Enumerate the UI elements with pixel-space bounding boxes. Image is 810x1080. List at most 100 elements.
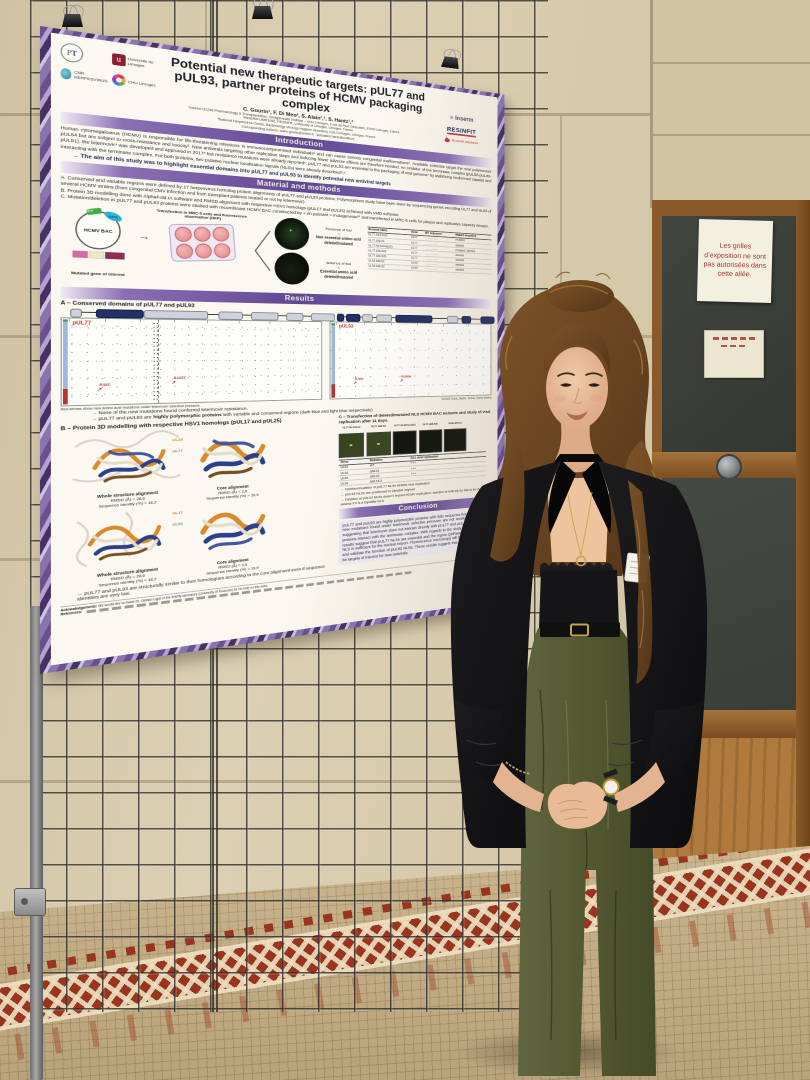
outcomes: Presence of foci= Non essential amino ac… (274, 216, 365, 290)
conservation-colorbar (331, 323, 336, 398)
domain-segment (70, 308, 82, 318)
absence-text: Absence of foci = Essential amino acid de… (320, 260, 358, 280)
blazer (450, 454, 708, 848)
necklace (567, 491, 593, 567)
hcmv-bac-plasmid: HCMV BAC GFP Kana (72, 202, 125, 268)
hair-bun (546, 280, 614, 312)
core-alignment-2: Core alignment RMSD (Å) = 2,6 Sequence i… (196, 498, 269, 576)
small-wall-sign (704, 330, 764, 378)
clip-body (62, 14, 83, 27)
binder-clip-icon (251, 0, 276, 19)
binder-clip-icon (441, 47, 463, 69)
resinfit-logo: RESINFIT (446, 125, 477, 138)
pul77-panel: pUL77 R43C A163T Red arrows show new ami… (60, 307, 336, 411)
sleeve-folds (465, 739, 643, 767)
wristwatch (602, 768, 620, 806)
branch-lines-icon (253, 215, 272, 286)
hair-front-strands (490, 446, 653, 684)
fluorescence-image-positive (274, 216, 310, 251)
presence-text: Presence of foci = Non essential amino ac… (316, 226, 361, 246)
lips (566, 411, 588, 421)
plate-well (174, 226, 193, 243)
mutated-gene-label: Mutated gene of interest (71, 269, 125, 277)
ul-bottom-label: UL77 (172, 447, 183, 453)
mutation-annotation: S79G (355, 377, 364, 386)
pul77-conservation-plot: pUL77 R43C A163T (60, 317, 323, 407)
wall-joint (560, 116, 562, 336)
right-cheek (590, 394, 602, 402)
mutation-annotation: A163T (174, 377, 186, 387)
pole-clamp (14, 888, 46, 916)
protein-ribbon-whole-1 (68, 429, 185, 491)
belt-buckle (570, 623, 589, 637)
tile-unit: UL77 ΔNLS2 (366, 424, 391, 457)
universite-limoges-label: Université de Limoges (127, 55, 154, 68)
fluorescence-image-negative (274, 251, 310, 285)
hairline-fringe (543, 324, 611, 374)
left-eye (560, 383, 572, 387)
whole-alignment-1: UL25 UL77 Whole structure alignment RMSD… (68, 429, 185, 511)
ul-top-label: UL17 (172, 509, 183, 516)
right-eye (588, 383, 600, 387)
core-alignment-1: Core alignment RMSD (Å) = 2,6 Sequence i… (196, 426, 269, 502)
pul93-label: pUL93 (339, 324, 354, 330)
domain-segment (346, 313, 361, 322)
nose (573, 387, 583, 404)
chu-limoges-label: CHU Limoges (127, 78, 156, 88)
plate-well (213, 243, 231, 259)
six-well-plate (168, 224, 237, 262)
face (546, 347, 608, 429)
fluorescence-tile-positive (338, 432, 364, 458)
pul77-label: pUL77 (72, 320, 92, 327)
stone-pillar (650, 0, 810, 208)
finger-lines (557, 799, 589, 821)
protein-ribbon-core-2 (196, 498, 269, 557)
plate-well (193, 226, 212, 242)
plasmid-diagram: HCMV BAC GFP Kana Mutated gene of intere… (61, 202, 135, 278)
whole-alignment-2: UL17 UL93 Whole structure alignment RMSD… (68, 504, 185, 590)
outcome-presence: Presence of foci= Non essential amino ac… (274, 216, 365, 254)
left-cheek (554, 395, 566, 403)
domain-segment (337, 313, 345, 322)
transfection-step: Transfection in MRC-5 cells and fluoresc… (154, 208, 250, 263)
clasped-hands (547, 781, 608, 829)
camisole (539, 570, 619, 628)
tile-unit: UL77 NLS1mut (338, 425, 364, 458)
arrow-icon: → (72, 153, 81, 160)
conservation-colorbar (62, 319, 68, 405)
left-eyebrow (557, 372, 575, 377)
sign-text-line (713, 337, 755, 340)
mutants-table: Recomb name Gene WT sequence Mutant sequ… (367, 226, 492, 275)
pendant (575, 555, 587, 567)
domain-segment (286, 312, 304, 322)
grid-stand-pole (30, 606, 43, 1080)
mutation-annotation: R43C (99, 383, 110, 393)
methods-figure: HCMV BAC GFP Kana Mutated gene of intere… (61, 202, 492, 296)
person-standing (450, 271, 708, 1076)
plate-well (212, 226, 230, 242)
universite-limoges-logo-icon: u (112, 52, 126, 66)
bac-label: HCMV BAC (84, 227, 113, 234)
protein-ribbon-whole-2 (68, 504, 185, 570)
cnr-herpesvirus-logo-icon (60, 67, 72, 80)
results-b-column: B – Protein 3D modelling with respective… (61, 416, 332, 604)
outcome-absence: Absence of foci = Essential amino acid de… (274, 251, 365, 286)
inserm-logo: Inserm (431, 112, 492, 126)
plate-well (194, 243, 213, 259)
right-arrow-icon: → (138, 230, 151, 243)
binder-clip-icon (61, 3, 86, 27)
kana-label: Kana (109, 215, 119, 219)
dashed-line (157, 319, 159, 404)
ul-bottom-label: UL93 (172, 521, 183, 527)
right-eyebrow (585, 372, 603, 377)
left-forearm (493, 762, 544, 812)
fluorescence-tile-positive (366, 431, 391, 457)
domain-segment (362, 314, 374, 323)
clip-body (252, 6, 273, 19)
gfp-label: GFP (85, 209, 94, 213)
